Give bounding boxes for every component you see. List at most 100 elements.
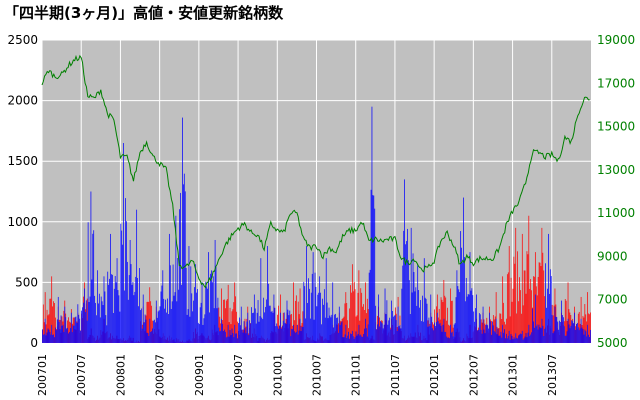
low-bar [268, 305, 270, 343]
high-bar [148, 301, 150, 343]
high-bar [297, 301, 299, 343]
low-bar [315, 286, 317, 343]
low-bar [335, 313, 336, 343]
low-bar [325, 258, 327, 343]
low-bar [250, 323, 251, 343]
low-bar [120, 223, 122, 343]
high-bar [523, 270, 525, 343]
high-bar [291, 313, 293, 343]
low-bar [187, 309, 189, 343]
low-bar [353, 338, 355, 343]
low-bar [407, 228, 408, 343]
low-bar [355, 331, 357, 343]
high-bar [540, 266, 542, 343]
low-bar [521, 330, 523, 343]
low-bar [413, 272, 415, 343]
high-bar [445, 297, 447, 343]
low-bar [56, 319, 58, 343]
low-bar [548, 233, 549, 343]
high-bar [481, 322, 483, 343]
high-bar [350, 285, 351, 343]
high-bar [365, 282, 366, 343]
low-bar [351, 334, 352, 343]
low-bar [464, 257, 465, 343]
low-bar [155, 300, 157, 343]
low-bar [578, 330, 580, 343]
low-bar [279, 325, 280, 343]
low-bar [498, 335, 500, 343]
high-bar [447, 307, 448, 343]
low-bar [94, 295, 96, 343]
high-bar [298, 314, 300, 343]
low-bar [573, 323, 574, 343]
low-bar [102, 305, 104, 343]
low-bar [306, 246, 307, 343]
high-bar [353, 281, 355, 343]
low-bar [477, 330, 478, 343]
high-bar [236, 311, 237, 343]
high-bar [450, 288, 451, 343]
low-bar [73, 325, 75, 343]
low-bar [319, 276, 321, 343]
low-bar [528, 324, 530, 343]
low-bar [68, 333, 69, 343]
low-bar [311, 273, 313, 343]
low-bar [341, 321, 343, 343]
low-bar [435, 326, 436, 343]
low-bar [534, 294, 536, 343]
low-bar [427, 326, 429, 343]
low-bar [506, 338, 508, 343]
low-bar [305, 318, 307, 343]
low-bar [225, 331, 226, 343]
low-bar [56, 330, 57, 343]
low-bar [362, 336, 363, 343]
high-bar [63, 310, 65, 343]
x-tick-label: 201301 [507, 354, 520, 396]
x-tick-label: 201201 [428, 354, 441, 396]
low-bar [205, 281, 207, 343]
low-bar [281, 326, 283, 343]
low-bar [100, 296, 102, 343]
low-bar [569, 328, 571, 343]
low-bar [300, 331, 302, 343]
low-bar [125, 198, 126, 343]
high-bar [513, 256, 515, 343]
low-bar [530, 334, 532, 343]
high-bar [512, 288, 514, 343]
low-bar [557, 321, 559, 343]
low-bar [156, 317, 158, 343]
low-bar [396, 330, 398, 343]
low-bar [103, 276, 105, 343]
low-bar [217, 297, 219, 343]
low-bar [384, 288, 386, 343]
low-bar [370, 189, 372, 343]
low-bar [576, 324, 577, 343]
low-bar [574, 312, 575, 343]
low-bar [495, 318, 497, 343]
low-bar [292, 329, 293, 343]
high-bar [237, 321, 238, 343]
low-bar [210, 270, 212, 343]
low-bar [505, 338, 506, 343]
low-bar [539, 327, 541, 343]
low-bar [400, 328, 402, 343]
low-bar [267, 283, 269, 343]
high-bar [530, 279, 532, 343]
low-bar [412, 253, 414, 343]
low-bar [293, 324, 294, 343]
low-bar [240, 306, 242, 343]
low-bar [82, 307, 83, 343]
high-bar [52, 306, 54, 343]
low-bar [334, 314, 335, 343]
low-bar [367, 324, 369, 343]
low-bar [492, 325, 494, 343]
high-bar [345, 292, 347, 343]
low-bar [52, 334, 54, 343]
low-bar [426, 303, 428, 343]
low-bar [208, 252, 209, 343]
low-bar [385, 314, 387, 343]
right-tick-label: 19000 [597, 33, 635, 47]
low-bar [474, 321, 476, 343]
low-bar [140, 310, 141, 343]
low-bar [527, 332, 529, 343]
